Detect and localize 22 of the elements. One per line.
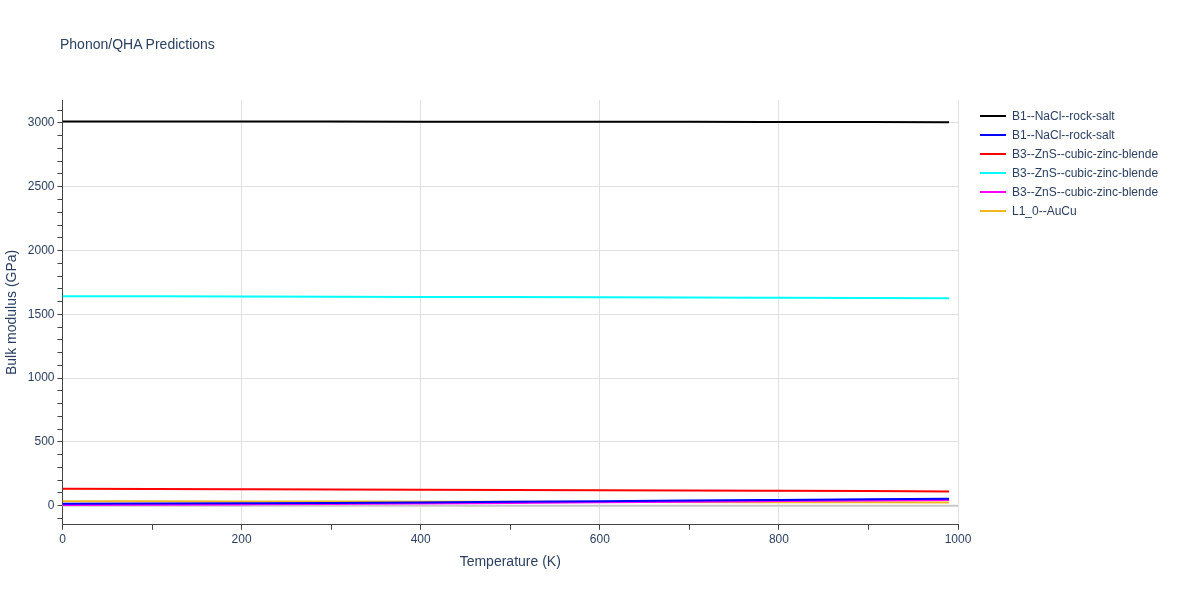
y-tick-label: 2000 (27, 242, 55, 257)
chart-title: Phonon/QHA Predictions (60, 36, 215, 52)
x-tick-label: 600 (589, 532, 611, 547)
y-tick-label: 1000 (27, 370, 55, 385)
y-tick-label: 2500 (27, 179, 55, 194)
x-axis-title: Temperature (K) (459, 553, 561, 570)
y-axis-title: Bulk modulus (GPa) (3, 249, 20, 376)
x-tick-label: 1000 (944, 532, 972, 547)
legend-label: B1--NaCl--rock-salt (1012, 127, 1115, 142)
legend-label: B3--ZnS--cubic-zinc-blende (1012, 184, 1159, 199)
x-tick-label: 800 (768, 532, 790, 547)
y-tick-label: 0 (47, 497, 55, 512)
legend-label: B1--NaCl--rock-salt (1012, 108, 1115, 123)
legend-label: L1_0--AuCu (1012, 203, 1077, 218)
y-tick-label: 500 (34, 434, 55, 449)
x-tick-label: 200 (231, 532, 252, 547)
x-tick-label: 400 (410, 532, 432, 547)
legend-label: B3--ZnS--cubic-zinc-blende (1012, 146, 1159, 161)
legend-label: B3--ZnS--cubic-zinc-blende (1012, 165, 1159, 180)
y-tick-label: 3000 (27, 115, 55, 130)
y-tick-label: 1500 (27, 306, 55, 321)
x-tick-label: 0 (59, 532, 67, 547)
